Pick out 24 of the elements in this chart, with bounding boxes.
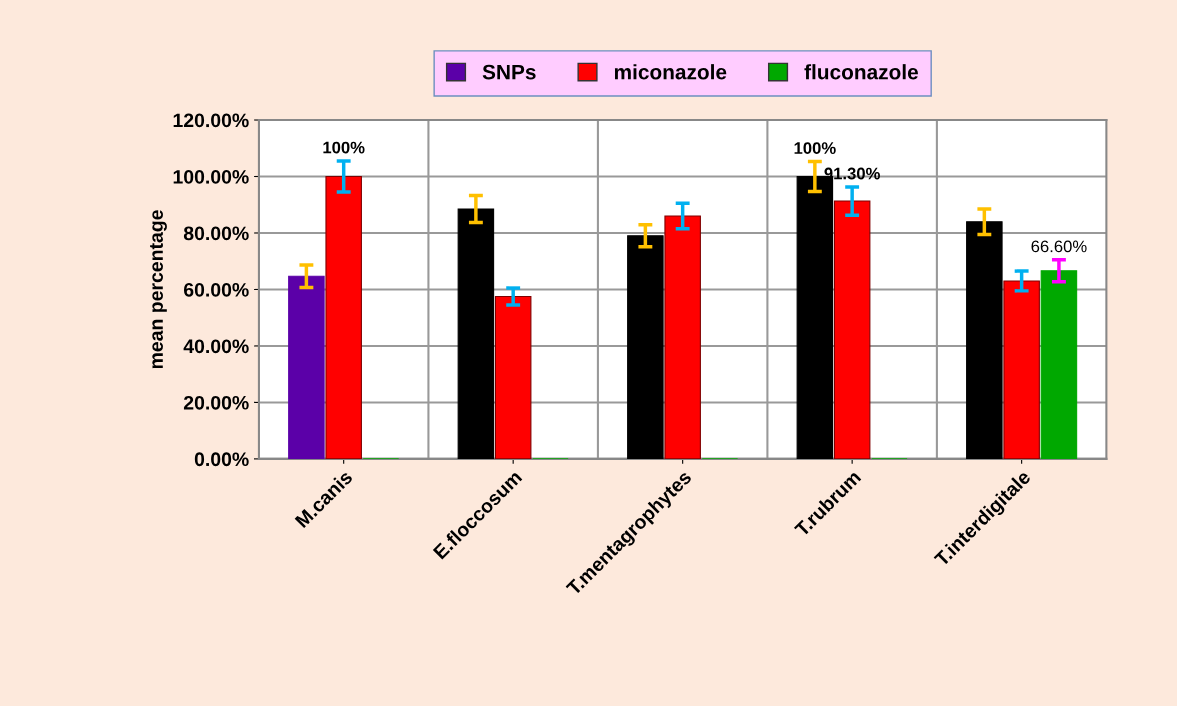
bar: [627, 235, 664, 459]
y-tick-label: 60.00%: [183, 282, 249, 297]
bar: [288, 275, 325, 459]
y-axis-title: mean percentage: [150, 210, 167, 369]
bar: [664, 215, 701, 459]
data-label: 100%: [323, 141, 365, 154]
legend-label: fluconazole: [804, 64, 918, 80]
bar: [966, 221, 1003, 459]
bar: [1003, 280, 1040, 459]
legend-label: miconazole: [614, 64, 727, 80]
y-tick-label: 120.00%: [173, 113, 249, 128]
bar: [494, 295, 532, 459]
bar: [833, 200, 871, 459]
bar: [1040, 270, 1078, 459]
y-tick-label: 40.00%: [183, 339, 249, 354]
bar: [457, 208, 495, 459]
y-tick-label: 20.00%: [183, 395, 249, 410]
data-label: 66.60%: [1031, 240, 1087, 253]
data-label: 100%: [794, 142, 836, 154]
legend-label: SNPs: [482, 64, 536, 80]
y-tick-label: 0.00%: [194, 452, 249, 467]
y-tick-label: 80.00%: [183, 226, 249, 241]
bar: [325, 175, 362, 459]
y-tick-label: 100.00%: [173, 169, 249, 184]
